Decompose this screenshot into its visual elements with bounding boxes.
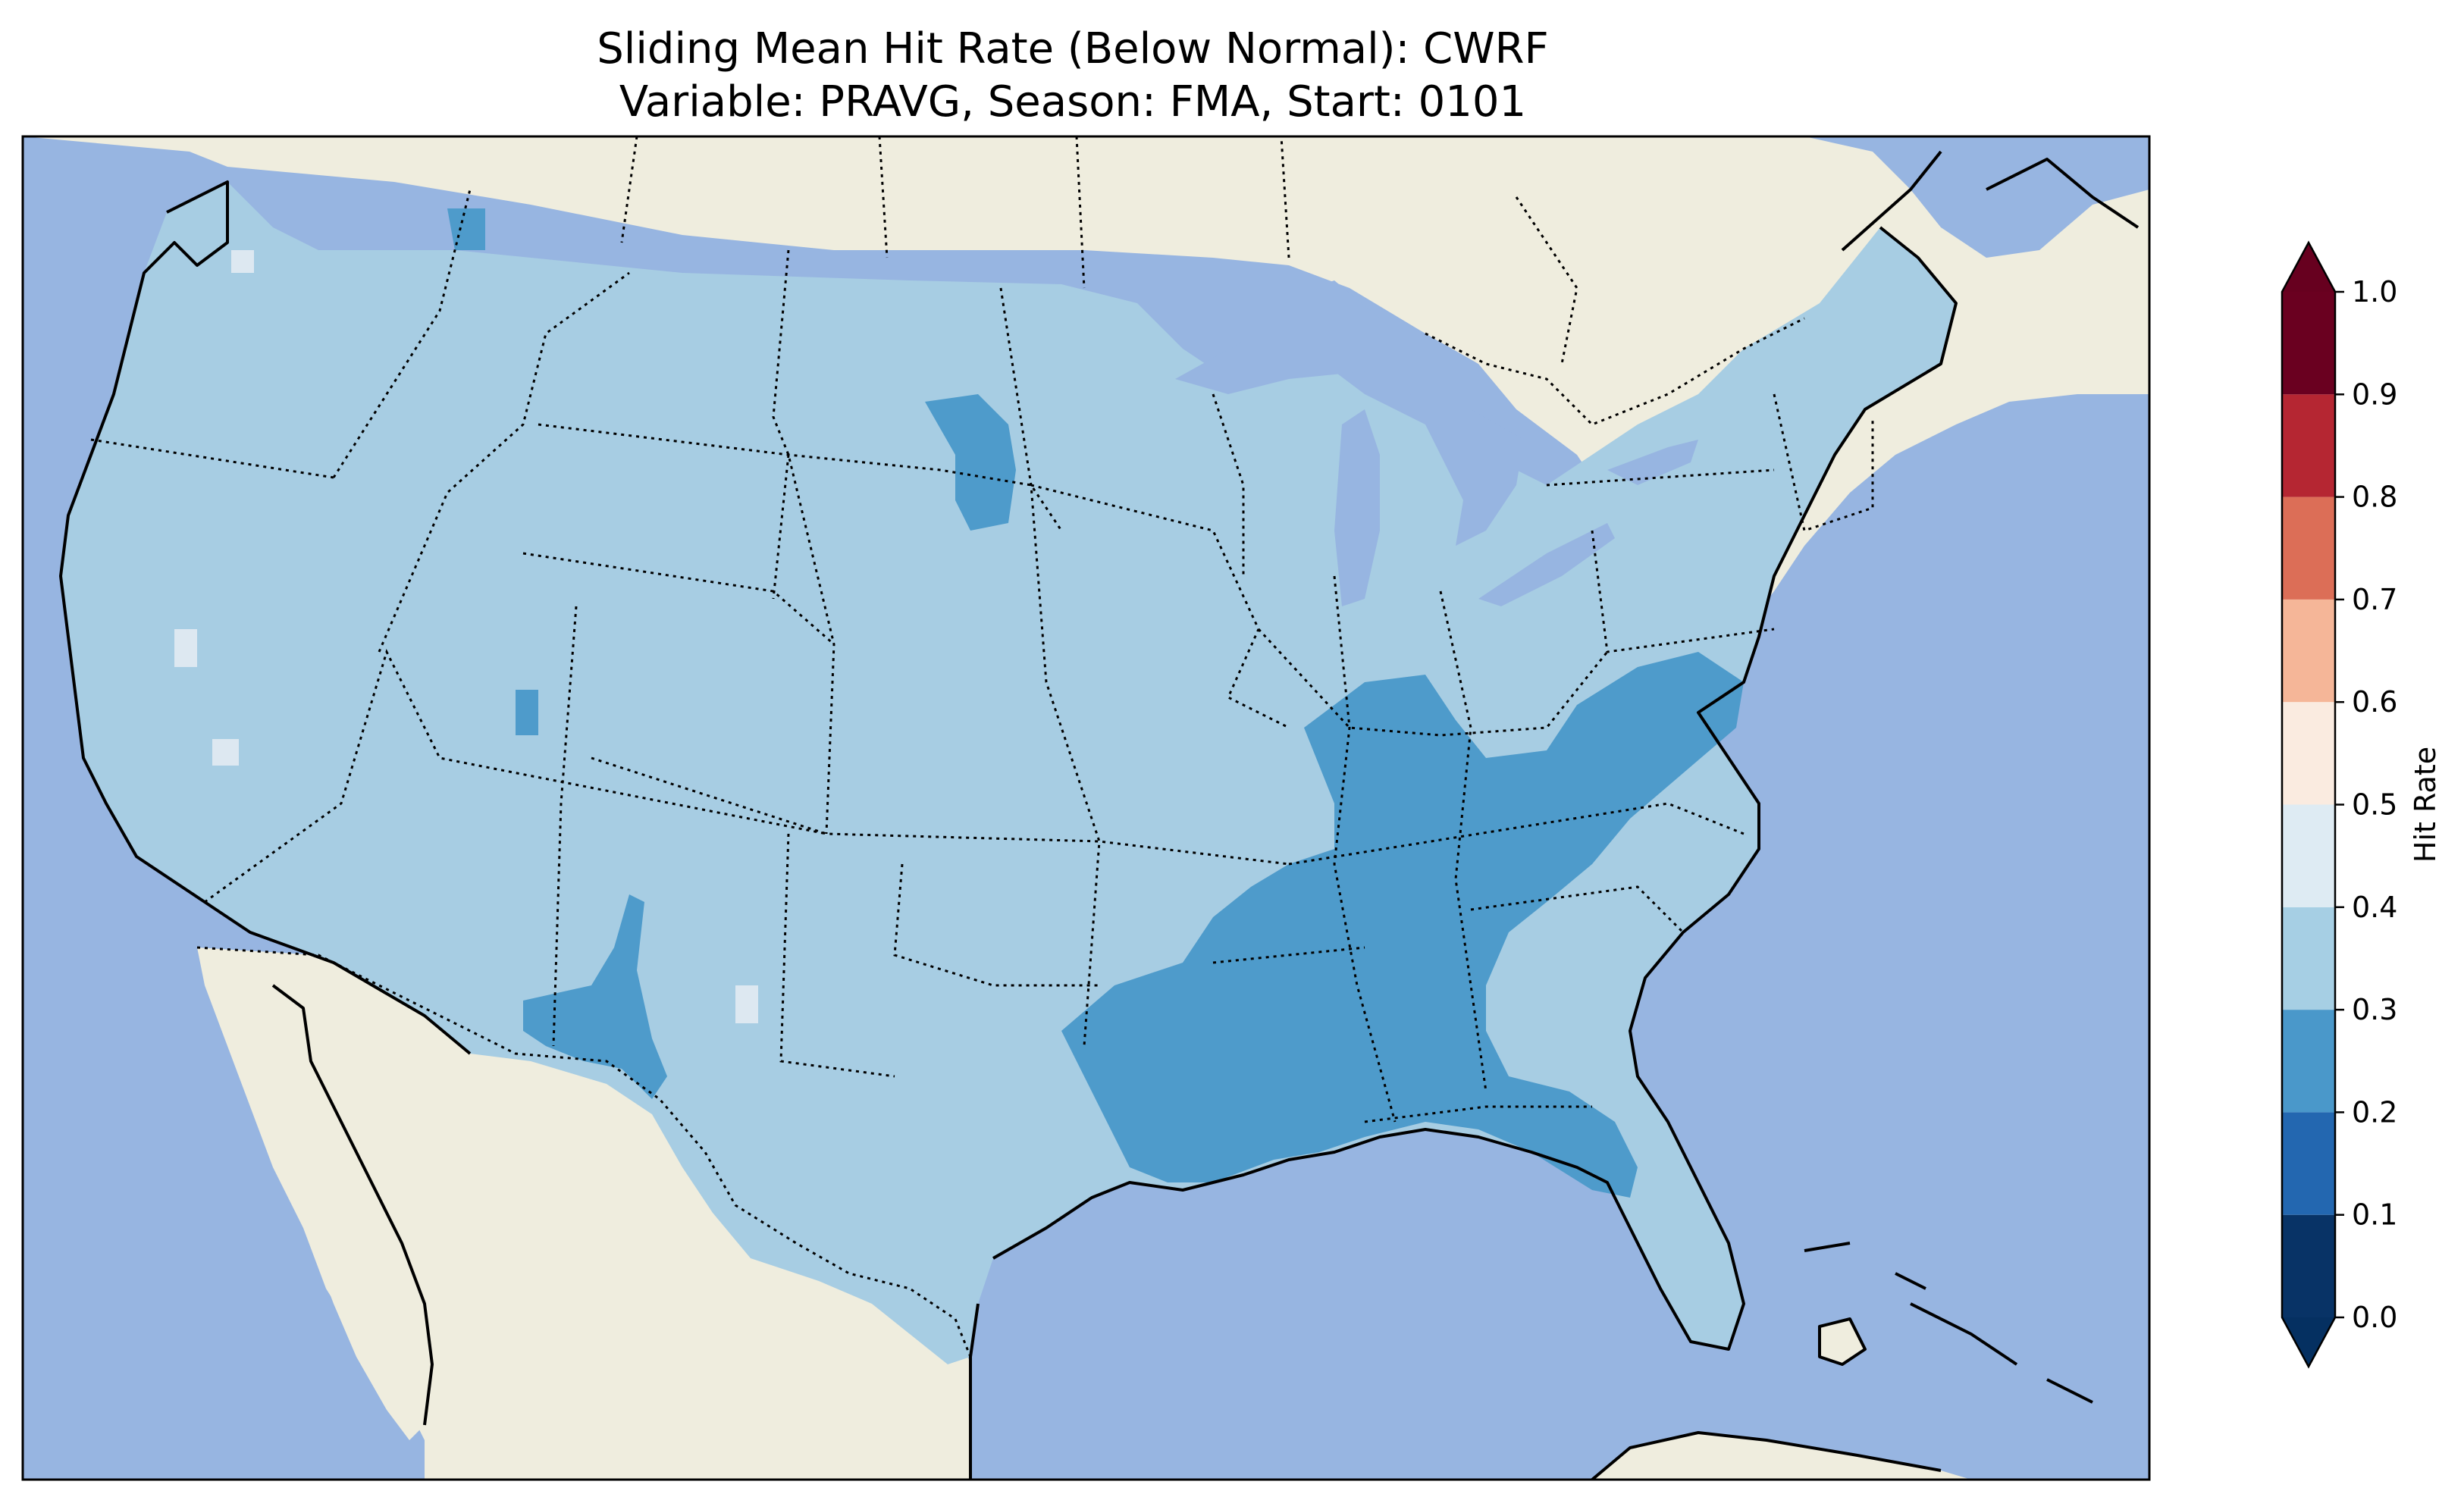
field-low-montana [447,208,485,250]
colorbar-bin [2282,496,2335,600]
colorbar-tick-label: 1.0 [2352,275,2397,309]
cuba-land [1820,1319,1865,1364]
colorbar-bin [2282,292,2335,395]
colorbar-tick-label: 0.3 [2352,993,2397,1026]
colorbar-tick-label: 0.6 [2352,685,2397,719]
chart-title: Sliding Mean Hit Rate (Below Normal): CW… [0,23,2146,129]
colorbar-bin [2282,1214,2335,1317]
colorbar-bin [2282,394,2335,497]
colorbar-tick-label: 0.4 [2352,891,2397,924]
state-borders [90,189,1874,1123]
lake-huron [1410,394,1524,546]
colorbar-bin [2282,907,2335,1010]
colorbar-tick-label: 0.9 [2352,377,2397,411]
colorbar-under-arrow [2282,1317,2335,1367]
colorbar-tick-label: 0.5 [2352,788,2397,822]
field-high-cell [212,739,239,766]
colorbar-label: Hit Rate [2409,747,2442,863]
field-low-southeast [1061,652,1744,1198]
colorbar-tick-label: 0.0 [2352,1301,2397,1334]
colorbar-bin [2282,702,2335,805]
great-lakes [1175,280,1403,394]
map-frame [21,135,2151,1481]
colorbar-over-arrow [2282,243,2335,292]
lake-erie [1478,523,1615,606]
title-line-1: Sliding Mean Hit Rate (Below Normal): CW… [597,24,1549,74]
colorbar-tick-label: 0.1 [2352,1198,2397,1232]
field-high-cell [174,629,197,667]
colorbar-bin [2282,1112,2335,1215]
title-line-2: Variable: PRAVG, Season: FMA, Start: 010… [619,77,1527,127]
field-low-southwest [523,894,667,1099]
field-low-utah [516,690,538,735]
colorbar-tick-label: 0.7 [2352,583,2397,616]
field-high-cell [231,250,254,273]
colorbar-bin [2282,1010,2335,1113]
lake-michigan [1334,409,1380,606]
colorbar-bin [2282,599,2335,703]
lake-ontario [1607,440,1698,485]
colorbar-bin [2282,804,2335,907]
colorbar-tick-label: 0.2 [2352,1095,2397,1129]
field-low-dakota [925,394,1016,531]
south-land [1592,1433,1971,1480]
country-borders [196,136,1805,1358]
colorbar-tick-label: 0.8 [2352,481,2397,514]
field-high-cell [735,985,758,1023]
coastlines [59,150,2140,1480]
baja-land [265,985,432,1440]
